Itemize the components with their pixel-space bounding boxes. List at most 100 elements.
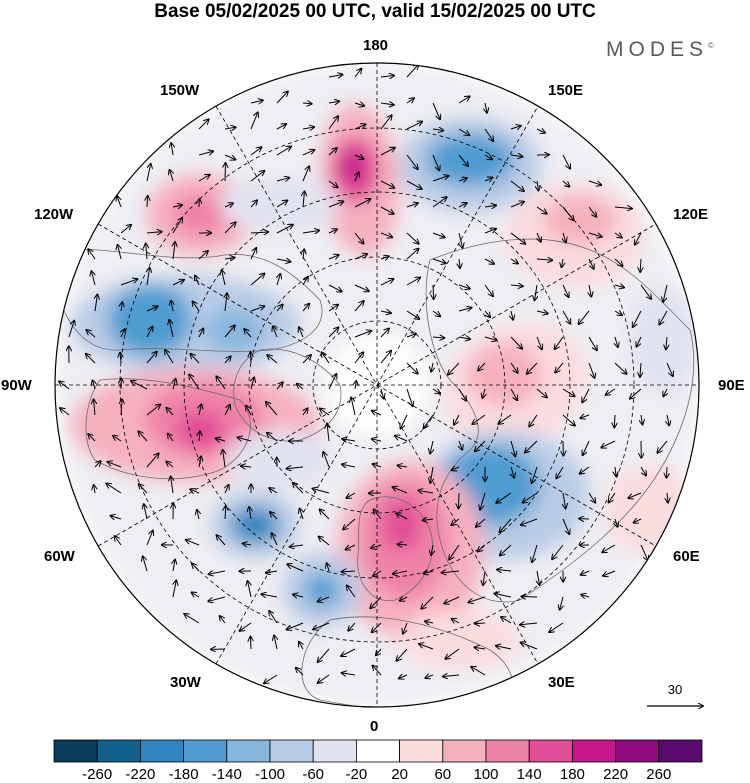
wind-vector bbox=[354, 124, 366, 130]
graticule bbox=[55, 63, 699, 707]
wind-vector bbox=[659, 310, 668, 324]
colorbar-tick-label: 100 bbox=[473, 766, 499, 783]
wind-vector bbox=[399, 675, 408, 678]
wind-vector bbox=[327, 424, 329, 442]
wind-vector bbox=[115, 536, 122, 546]
wind-vector bbox=[406, 232, 419, 244]
wind-vector bbox=[432, 154, 439, 170]
wind-vector bbox=[496, 492, 512, 503]
wind-vector bbox=[198, 119, 209, 130]
wind-vector bbox=[342, 673, 356, 675]
wind-vector bbox=[562, 206, 574, 220]
wind-vector bbox=[290, 545, 304, 547]
copyright-mark: © bbox=[708, 41, 714, 50]
wind-vector bbox=[494, 594, 512, 597]
wind-vector bbox=[395, 436, 408, 442]
wind-vector bbox=[146, 232, 162, 233]
colorbar-swatch bbox=[355, 739, 400, 763]
wind-vector bbox=[510, 362, 518, 373]
wind-vector bbox=[451, 518, 460, 525]
wind-vector bbox=[225, 293, 227, 312]
wind-vector bbox=[472, 414, 486, 424]
wind-vector bbox=[250, 274, 264, 286]
wind-vector bbox=[276, 178, 289, 181]
wind-vector bbox=[562, 180, 569, 187]
wind-vector bbox=[68, 321, 74, 338]
colorbar-swatch bbox=[485, 739, 530, 763]
wind-vector bbox=[452, 619, 460, 623]
wind-vector bbox=[614, 414, 615, 427]
wind-vector bbox=[169, 320, 174, 338]
wind-vector bbox=[500, 544, 512, 555]
wind-vector bbox=[250, 232, 268, 233]
wind-vector bbox=[269, 488, 278, 494]
wind-vector bbox=[131, 381, 148, 390]
wind-vector bbox=[190, 354, 200, 364]
wind-vector bbox=[146, 352, 157, 364]
wind-vector bbox=[615, 518, 618, 527]
wind-vector bbox=[224, 326, 235, 338]
wind-vector bbox=[318, 674, 330, 683]
colorbar-swatch bbox=[615, 739, 660, 763]
wind-vector bbox=[328, 284, 342, 292]
wind-vector bbox=[615, 466, 616, 476]
wind-vector bbox=[120, 353, 121, 364]
wind-vector bbox=[640, 466, 646, 475]
wind-vector bbox=[496, 646, 512, 649]
wind-vector bbox=[354, 254, 367, 260]
wind-vector bbox=[458, 308, 471, 311]
wind-vector bbox=[421, 596, 434, 609]
wind-vector bbox=[406, 388, 413, 406]
wind-vector bbox=[111, 516, 122, 519]
wind-vector bbox=[475, 647, 486, 649]
wind-vector bbox=[380, 279, 393, 286]
wind-vector bbox=[302, 150, 314, 156]
wind-vector bbox=[373, 570, 382, 576]
wind-vector bbox=[432, 129, 443, 131]
wind-vector bbox=[249, 507, 251, 520]
wind-vector bbox=[602, 544, 616, 552]
wind-vector bbox=[510, 232, 525, 244]
wind-vector bbox=[478, 544, 486, 551]
wind-vector bbox=[172, 218, 182, 234]
wind-vector bbox=[555, 362, 564, 372]
wind-vector bbox=[287, 467, 304, 469]
wind-vector bbox=[606, 388, 616, 395]
wind-vector bbox=[318, 596, 330, 602]
colorbar-tick-label: -220 bbox=[125, 766, 156, 783]
wind-vector bbox=[351, 398, 356, 416]
wind-vector bbox=[562, 388, 575, 396]
wind-vector bbox=[532, 466, 538, 483]
colorbar-swatch bbox=[96, 739, 141, 763]
wind-vector bbox=[380, 76, 394, 77]
wind-vector bbox=[549, 622, 564, 632]
wind-vector bbox=[250, 637, 251, 650]
wind-vector bbox=[199, 456, 201, 468]
wind-vector bbox=[511, 466, 514, 478]
wind-vector bbox=[555, 336, 564, 349]
wind-vector bbox=[380, 103, 394, 105]
wind-vector bbox=[478, 362, 486, 371]
wind-vector bbox=[535, 284, 537, 300]
wind-vector bbox=[640, 284, 651, 299]
wind-vector bbox=[498, 414, 512, 424]
wind-vector bbox=[146, 531, 153, 546]
wind-vector bbox=[418, 490, 434, 493]
wind-vector bbox=[372, 439, 382, 441]
wind-vector bbox=[190, 489, 200, 493]
wind-vector bbox=[393, 571, 408, 574]
wind-vector bbox=[355, 381, 356, 390]
colorbar-swatch bbox=[528, 739, 573, 763]
wind-vector bbox=[354, 284, 369, 291]
wind-vector bbox=[372, 622, 382, 632]
wind-vector bbox=[537, 232, 541, 242]
wind-vector bbox=[209, 571, 226, 574]
wind-vector bbox=[552, 544, 564, 559]
wind-vector bbox=[562, 284, 569, 297]
wind-vector bbox=[430, 466, 433, 483]
wind-vector bbox=[217, 535, 226, 546]
wind-vector bbox=[484, 337, 497, 340]
wind-vector bbox=[442, 571, 460, 573]
wind-vector bbox=[184, 614, 200, 624]
wind-vector bbox=[370, 596, 382, 608]
